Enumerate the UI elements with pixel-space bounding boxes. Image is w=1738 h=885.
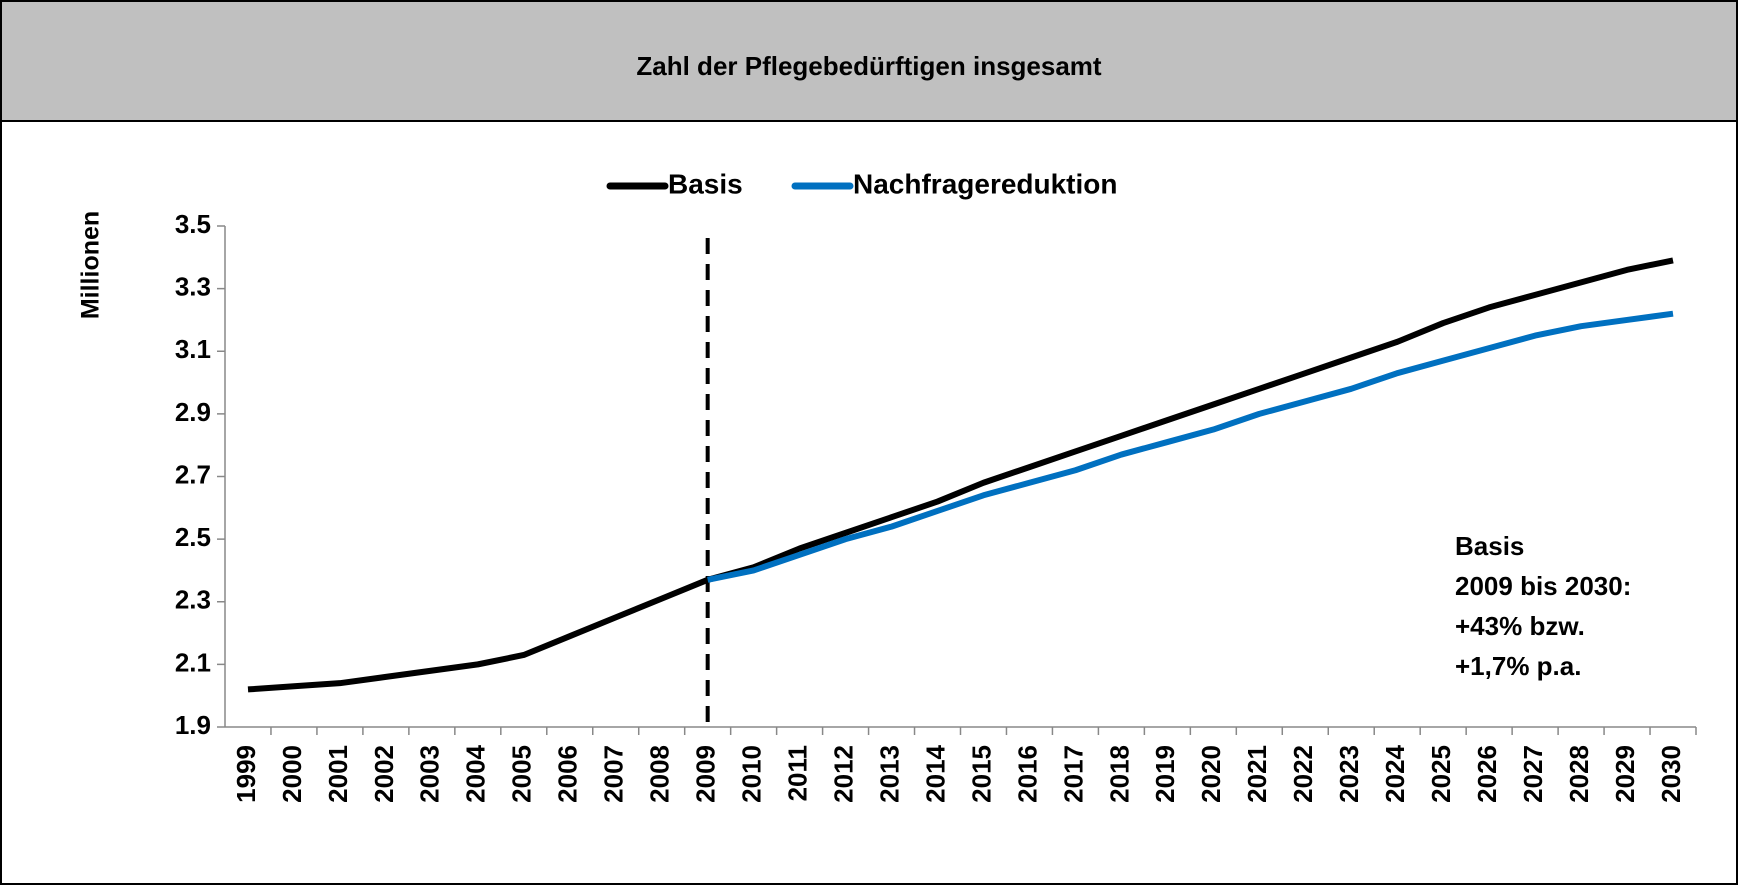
x-tick-label: 2014 [920,744,950,802]
y-tick-label: 2.3 [175,585,211,615]
x-tick-label: 1999 [231,745,261,803]
x-tick-label: 2006 [553,745,583,803]
x-tick-label: 2016 [1012,745,1042,803]
x-tick-label: 2002 [369,745,399,803]
x-tick-label: 2024 [1380,744,1410,802]
x-tick-label: 2025 [1426,745,1456,803]
x-tick-label: 2018 [1104,745,1134,803]
y-tick-label: 3.5 [175,209,211,239]
x-tick-label: 2010 [737,745,767,803]
x-tick-label: 2015 [966,745,996,803]
x-tick-label: 2009 [691,745,721,803]
x-tick-label: 2001 [323,745,353,803]
x-tick-label: 2007 [599,745,629,803]
y-tick-label: 2.1 [175,647,211,677]
annotation: +43% bzw. [1455,611,1585,641]
y-tick-label: 3.3 [175,272,211,302]
x-tick-label: 2008 [645,745,675,803]
x-tick-label: 2017 [1058,745,1088,803]
annotation: +1,7% p.a. [1455,651,1581,681]
series-line [247,257,1674,693]
x-tick-label: 2028 [1564,745,1594,803]
y-tick-label: 2.9 [175,397,211,427]
x-tick-label: 2023 [1334,745,1364,803]
x-tick-label: 2019 [1150,745,1180,803]
x-tick-label: 2029 [1610,745,1640,803]
x-tick-label: 2013 [874,745,904,803]
annotation: 2009 bis 2030: [1455,571,1631,601]
legend-label: Nachfragereduktion [853,168,1118,199]
x-tick-label: 2022 [1288,745,1318,803]
y-tick-label: 2.5 [175,522,211,552]
legend-label: Basis [668,168,743,199]
x-tick-label: 2000 [277,745,307,803]
series-line [707,310,1674,583]
y-tick-label: 2.7 [175,459,211,489]
x-tick-label: 2011 [782,745,812,801]
y-tick-label: 1.9 [175,710,211,740]
chart-title: Zahl der Pflegebedürftigen insgesamt [636,51,1102,81]
annotation: Basis [1455,531,1524,561]
x-tick-label: 2005 [507,745,537,803]
x-tick-label: 2004 [461,744,491,802]
header [0,0,1738,122]
x-tick-label: 2030 [1656,745,1686,803]
x-tick-label: 2027 [1518,745,1548,803]
y-tick-label: 3.1 [175,334,211,364]
y-axis-label: Millionen [77,211,105,319]
x-tick-label: 2020 [1196,745,1226,803]
x-tick-label: 2012 [828,745,858,803]
x-tick-label: 2021 [1242,745,1272,803]
x-tick-label: 2026 [1472,745,1502,803]
x-tick-label: 2003 [415,745,445,803]
